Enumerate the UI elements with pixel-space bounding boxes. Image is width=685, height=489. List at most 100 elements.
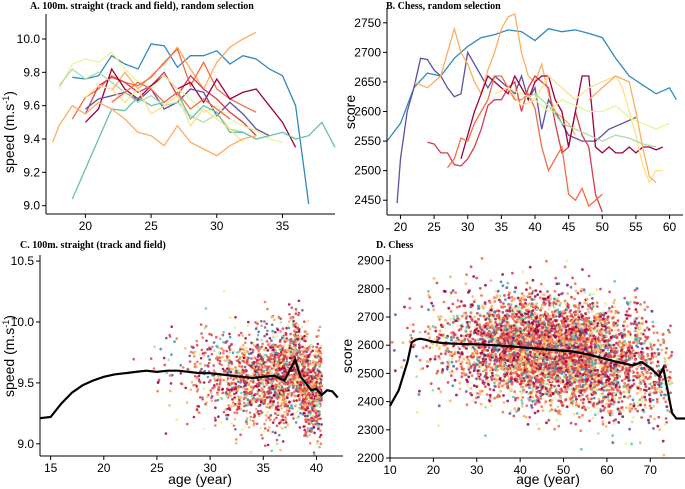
panel-c-point xyxy=(257,381,261,385)
panel-c-point xyxy=(265,418,268,422)
panel-d-point-cloud xyxy=(390,257,674,457)
panel-c-point xyxy=(250,352,253,355)
panel-c-point xyxy=(307,363,310,366)
panel-c-point xyxy=(296,327,300,330)
panel-d-point xyxy=(418,389,421,393)
panel-c-point xyxy=(261,359,265,363)
panel-d-point xyxy=(515,312,518,316)
panel-d-point xyxy=(560,292,563,296)
panel-a-x-tick-label: 20 xyxy=(79,219,93,233)
panel-b-ylabel: score xyxy=(342,95,358,129)
panel-b-y-tick-label: 2700 xyxy=(354,45,381,59)
panel-b-series-line-8 xyxy=(507,87,670,130)
panel-c-point xyxy=(241,344,245,347)
panel-a-x-tick-label: 35 xyxy=(276,219,290,233)
panel-c-point xyxy=(270,323,274,327)
panel-d-point xyxy=(669,370,672,374)
panel-c-point xyxy=(264,405,268,408)
panel-d-point xyxy=(598,312,602,316)
panel-c-point xyxy=(203,369,207,373)
panel-c-point xyxy=(264,427,267,430)
panel-d-point xyxy=(563,362,566,366)
panel-c-point xyxy=(228,335,232,339)
panel-c-point xyxy=(304,414,307,418)
panel-d-point xyxy=(488,399,492,403)
panel-c-point xyxy=(283,410,287,414)
panel-c-point xyxy=(305,369,309,372)
panel-d-point xyxy=(464,390,468,393)
panel-d-point xyxy=(621,415,625,418)
panel-d-point xyxy=(458,381,462,385)
panel-c-point xyxy=(317,351,321,355)
panel-d-point xyxy=(640,396,644,399)
panel-d-point xyxy=(623,296,627,300)
panel-c-point xyxy=(274,351,278,355)
panel-c-point xyxy=(316,361,319,364)
panel-c-point xyxy=(316,418,320,421)
panel-c-point xyxy=(221,367,225,371)
panel-a-plot: 20 25 30 359.09.29.49.69.810.0 xyxy=(17,14,336,233)
panel-c-point xyxy=(186,422,189,426)
panel-d-point xyxy=(501,284,505,288)
panel-b-series-line-5 xyxy=(460,74,664,159)
panel-c-point xyxy=(214,335,218,339)
panel-d-point xyxy=(478,377,482,381)
panel-d-point xyxy=(506,281,510,285)
panel-c-point xyxy=(269,414,273,417)
panel-c-point xyxy=(188,360,192,363)
panel-c-point xyxy=(297,311,301,315)
panel-c-point xyxy=(315,442,319,446)
panel-c-point xyxy=(298,349,302,353)
panel-d-point xyxy=(624,313,628,317)
panel-c-point xyxy=(238,365,241,368)
panel-c-point xyxy=(319,433,323,437)
panel-c-point xyxy=(311,345,315,349)
panel-a-y-tick-label: 9.4 xyxy=(23,132,40,146)
panel-d-point xyxy=(457,359,461,362)
panel-d-point xyxy=(528,292,531,296)
panel-d-point xyxy=(547,418,551,422)
panel-d-point xyxy=(606,393,610,396)
panel-c-point xyxy=(272,336,275,339)
panel-c-point xyxy=(229,376,233,380)
panel-c-point xyxy=(228,316,232,319)
panel-c-point xyxy=(263,393,267,396)
panel-c-point xyxy=(242,386,245,390)
panel-c-point xyxy=(216,391,219,395)
panel-b-x-tick-label: 30 xyxy=(461,220,475,234)
panel-d-point xyxy=(581,401,585,405)
panel-d-point xyxy=(455,336,459,340)
panel-a-series-line-4 xyxy=(84,71,257,137)
panel-c-point xyxy=(311,359,315,363)
panel-d-point xyxy=(665,369,669,372)
panel-c-point xyxy=(207,393,210,397)
panel-c-point xyxy=(272,367,276,370)
panel-c-point xyxy=(227,393,231,396)
panel-c-point xyxy=(234,366,237,369)
panel-d-point xyxy=(453,378,457,382)
panel-c-point xyxy=(278,340,282,343)
panel-c-point xyxy=(292,373,296,376)
panel-c-title: C. 100m. straight (track and field) xyxy=(20,240,166,251)
panel-c-point xyxy=(292,338,295,342)
panel-d-point xyxy=(575,403,578,407)
panel-d-point xyxy=(655,398,659,401)
panel-c-point xyxy=(217,388,220,391)
panel-c-point xyxy=(317,404,321,407)
panel-c-point xyxy=(317,384,320,387)
panel-c-point xyxy=(307,381,311,384)
panel-b-x-tick-label: 45 xyxy=(562,220,576,234)
panel-c-point xyxy=(220,363,223,367)
panel-a-series-line-11 xyxy=(51,101,257,157)
panel-c-point xyxy=(291,412,294,416)
panel-c-point xyxy=(320,374,324,378)
panel-c-point xyxy=(301,309,304,312)
panel-d-point xyxy=(511,271,514,275)
panel-d-point xyxy=(415,410,419,414)
panel-c-point xyxy=(253,393,256,397)
panel-c-point xyxy=(219,379,222,382)
panel-d-point xyxy=(636,409,639,413)
panel-d-point xyxy=(632,378,635,382)
panel-c-point xyxy=(245,387,249,391)
panel-d-point xyxy=(650,352,654,356)
